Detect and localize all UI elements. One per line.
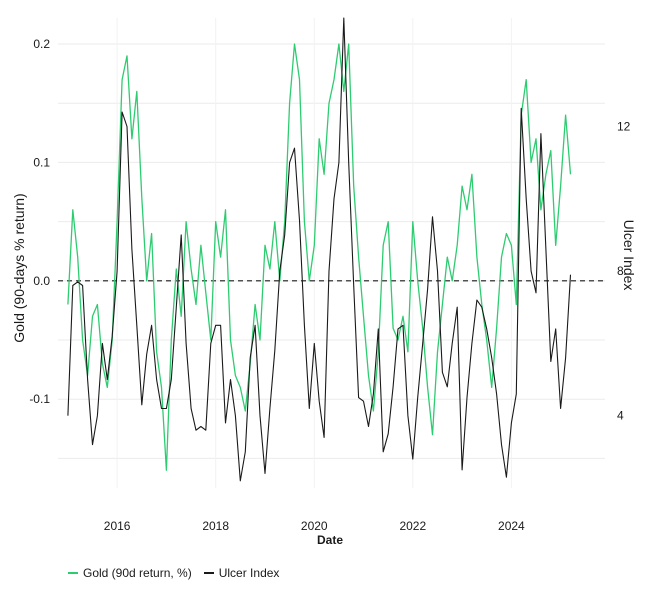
y-left-tick-label: 0.0	[33, 274, 50, 288]
y-axis-label-right: Ulcer Index	[621, 220, 637, 291]
legend: Gold (90d return, %) Ulcer Index	[68, 566, 285, 580]
legend-key-gold	[68, 572, 78, 574]
x-tick-label: 2016	[104, 519, 131, 533]
x-tick-label: 2020	[301, 519, 328, 533]
right-axis-ticks: 4 8 12	[617, 119, 631, 422]
legend-item-gold: Gold (90d return, %)	[68, 566, 192, 580]
y-left-tick-label: 0.1	[33, 155, 50, 169]
y-axis-label-left: Gold (90-days % return)	[11, 193, 27, 342]
x-axis-label: Date	[317, 533, 343, 547]
legend-label-ulcer: Ulcer Index	[218, 566, 280, 580]
legend-key-ulcer	[203, 572, 214, 574]
x-tick-label: 2022	[399, 519, 426, 533]
x-axis-ticks: 2016 2018 2020 2022 2024	[104, 519, 525, 533]
y-left-tick-label: 0.2	[33, 37, 50, 51]
y-right-tick-label: 8	[617, 264, 624, 278]
x-tick-label: 2018	[202, 519, 229, 533]
legend-label-gold: Gold (90d return, %)	[83, 566, 192, 580]
x-tick-label: 2024	[498, 519, 525, 533]
series-line-gold	[67, 43, 572, 471]
series-line-ulcer-index	[67, 17, 572, 482]
y-left-tick-label: -0.1	[29, 392, 50, 406]
left-axis-ticks: -0.1 0.0 0.1 0.2	[29, 37, 50, 406]
y-right-tick-label: 4	[617, 409, 624, 423]
series-lines	[67, 17, 572, 482]
y-right-tick-label: 12	[617, 119, 631, 133]
legend-item-ulcer: Ulcer Index	[203, 566, 280, 580]
